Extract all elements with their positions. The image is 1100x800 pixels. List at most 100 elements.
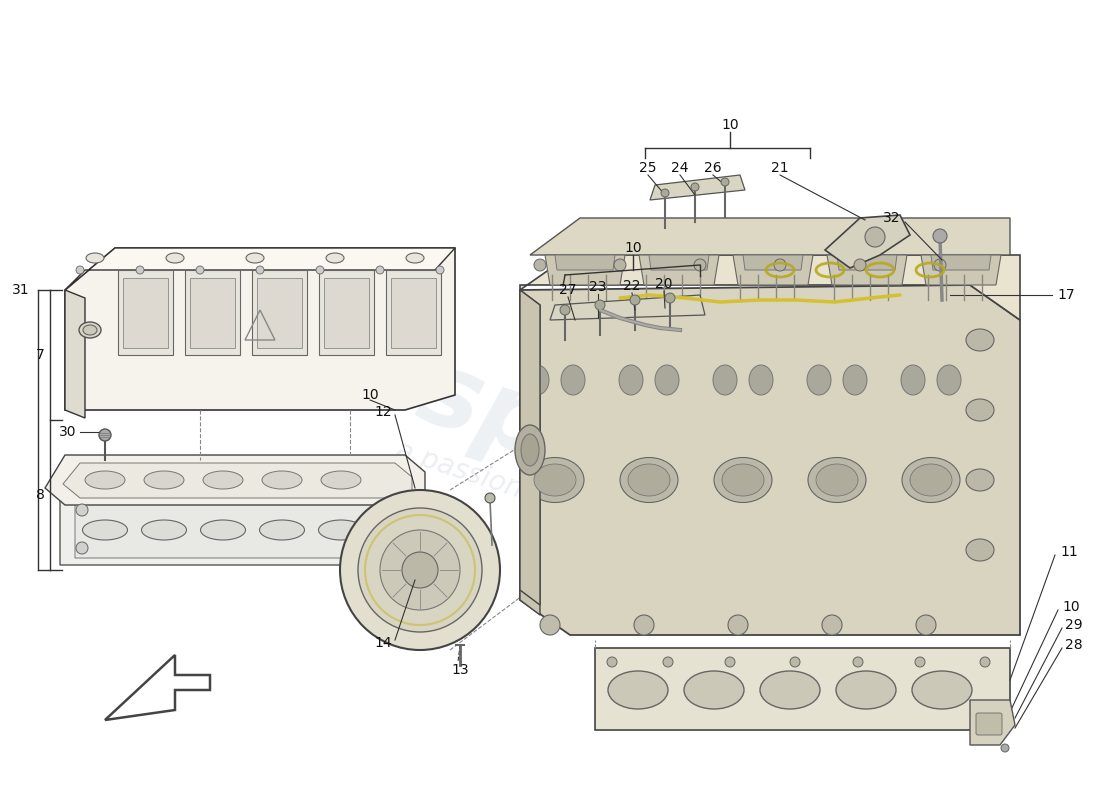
Ellipse shape [326, 253, 344, 263]
Polygon shape [75, 503, 408, 558]
Text: a passion for parts: a passion for parts [393, 437, 648, 543]
Circle shape [980, 657, 990, 667]
Ellipse shape [912, 671, 972, 709]
Circle shape [402, 552, 438, 588]
Polygon shape [104, 655, 210, 720]
Circle shape [76, 542, 88, 554]
Polygon shape [639, 255, 719, 285]
Polygon shape [921, 255, 1001, 285]
Ellipse shape [713, 365, 737, 395]
Circle shape [99, 429, 111, 441]
Text: 10: 10 [624, 241, 641, 255]
Text: 25: 25 [639, 161, 657, 175]
Text: 27: 27 [559, 283, 576, 297]
Text: 7: 7 [36, 348, 45, 362]
Polygon shape [970, 700, 1015, 745]
Circle shape [666, 293, 675, 303]
Ellipse shape [901, 365, 925, 395]
Polygon shape [931, 255, 991, 270]
Ellipse shape [684, 671, 744, 709]
Ellipse shape [561, 365, 585, 395]
Ellipse shape [902, 458, 960, 502]
Circle shape [725, 657, 735, 667]
Circle shape [196, 266, 204, 274]
Circle shape [1001, 744, 1009, 752]
Polygon shape [60, 495, 420, 565]
Circle shape [774, 259, 786, 271]
Text: 28: 28 [1065, 638, 1082, 652]
Polygon shape [65, 290, 85, 418]
Ellipse shape [534, 464, 576, 496]
Text: 32: 32 [882, 211, 900, 225]
Ellipse shape [836, 671, 896, 709]
Text: 22: 22 [624, 279, 640, 293]
Text: 8: 8 [36, 488, 45, 502]
Ellipse shape [966, 399, 994, 421]
Ellipse shape [86, 253, 104, 263]
Polygon shape [520, 290, 540, 615]
Circle shape [358, 508, 482, 632]
Circle shape [384, 542, 396, 554]
Text: 30: 30 [58, 425, 76, 439]
Ellipse shape [714, 458, 772, 502]
Circle shape [865, 227, 886, 247]
Circle shape [728, 615, 748, 635]
Polygon shape [390, 278, 436, 348]
Polygon shape [257, 278, 303, 348]
Polygon shape [837, 255, 896, 270]
Circle shape [256, 266, 264, 274]
Ellipse shape [619, 365, 644, 395]
Ellipse shape [910, 464, 952, 496]
Ellipse shape [200, 520, 245, 540]
Ellipse shape [525, 365, 549, 395]
Circle shape [915, 657, 925, 667]
Polygon shape [650, 175, 745, 200]
Ellipse shape [749, 365, 773, 395]
Polygon shape [123, 278, 168, 348]
Circle shape [663, 657, 673, 667]
Ellipse shape [82, 325, 97, 335]
Polygon shape [63, 463, 412, 498]
Ellipse shape [321, 471, 361, 489]
Ellipse shape [654, 365, 679, 395]
Text: 17: 17 [1057, 288, 1075, 302]
Text: 13: 13 [451, 663, 469, 677]
Ellipse shape [526, 458, 584, 502]
Circle shape [376, 266, 384, 274]
Text: 10: 10 [722, 118, 739, 132]
Polygon shape [324, 278, 369, 348]
Text: 10: 10 [361, 388, 378, 402]
Ellipse shape [620, 458, 678, 502]
Ellipse shape [82, 520, 128, 540]
Circle shape [934, 259, 946, 271]
Circle shape [691, 183, 698, 191]
Circle shape [485, 493, 495, 503]
FancyBboxPatch shape [976, 713, 1002, 735]
Ellipse shape [966, 469, 994, 491]
Text: 10: 10 [1062, 600, 1079, 614]
Circle shape [607, 657, 617, 667]
Circle shape [852, 657, 864, 667]
Ellipse shape [760, 671, 820, 709]
Circle shape [534, 259, 546, 271]
Polygon shape [118, 270, 173, 355]
Polygon shape [386, 270, 441, 355]
Ellipse shape [142, 520, 187, 540]
Circle shape [720, 178, 729, 186]
Polygon shape [252, 270, 307, 355]
Circle shape [540, 615, 560, 635]
Text: 26: 26 [704, 161, 722, 175]
Ellipse shape [144, 471, 184, 489]
Text: 31: 31 [12, 283, 30, 297]
Circle shape [436, 266, 444, 274]
Circle shape [595, 300, 605, 310]
Ellipse shape [808, 458, 866, 502]
Circle shape [379, 530, 460, 610]
Circle shape [933, 229, 947, 243]
Polygon shape [520, 290, 540, 605]
Polygon shape [65, 248, 455, 290]
Circle shape [790, 657, 800, 667]
Polygon shape [45, 455, 425, 505]
Circle shape [634, 615, 654, 635]
Circle shape [822, 615, 842, 635]
